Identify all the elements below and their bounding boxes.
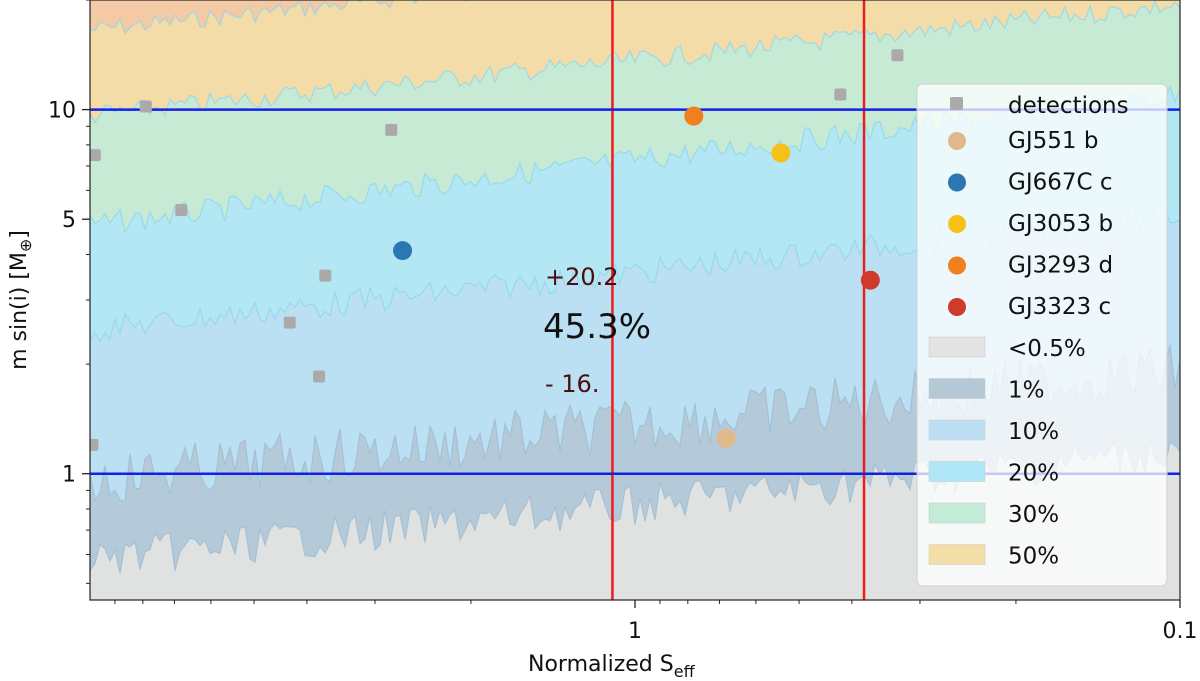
x-tick-label: 0.1	[1163, 619, 1198, 644]
axis-ticks: 1 5 10 1 0.1	[48, 0, 1198, 644]
data-points	[90, 49, 904, 451]
detection-point-5	[313, 370, 326, 383]
legend-contour-label-2: 10%	[1008, 419, 1059, 445]
legend-detections-marker	[950, 97, 963, 110]
detection-point-0	[90, 149, 101, 162]
contour-band-30-edge	[90, 0, 1180, 124]
legend-label-gj3293-d: GJ3293 d	[1008, 253, 1113, 279]
legend-contours: <0.5% 1% 10% 20% 30% 50%	[928, 336, 1086, 570]
legend-marker-gj667c-c	[948, 173, 966, 192]
annotation-value: 45.3%	[543, 307, 651, 347]
detection-point-1	[139, 100, 152, 113]
detection-point-7	[385, 123, 398, 136]
contour-band-low	[90, 439, 1180, 600]
detection-point-8	[834, 88, 847, 101]
x-axis-label: Normalized Seff	[528, 652, 696, 681]
detection-point-3	[90, 438, 99, 451]
y-tick-label: 10	[48, 99, 76, 124]
legend-contour-label-4: 30%	[1008, 502, 1059, 528]
contour-band-50-edge	[90, 0, 470, 35]
legend-planets: GJ551 b GJ667C c GJ3053 b GJ3293 d GJ3323 c	[948, 128, 1113, 320]
contour-background	[90, 0, 1180, 600]
planet-point-gj667c-c	[393, 241, 413, 261]
planet-point-gj3053-b	[771, 143, 791, 163]
detection-point-2	[175, 204, 188, 217]
y-tick-label: 5	[62, 208, 76, 233]
legend: detections GJ551 b GJ667C c GJ3053 b GJ3293…	[916, 83, 1168, 587]
legend-contour-label-0: <0.5%	[1008, 336, 1086, 362]
legend-contour-label-5: 50%	[1008, 544, 1059, 570]
detection-point-9	[891, 49, 904, 62]
legend-swatch-4	[928, 502, 986, 524]
planet-point-gj3323-c	[860, 270, 880, 290]
legend-marker-gj551-b	[948, 132, 966, 150]
legend-marker-gj3323-c	[948, 298, 966, 316]
legend-label-gj551-b: GJ551 b	[1008, 128, 1098, 154]
x-tick-label: 1	[628, 619, 642, 644]
annotation-lower: - 16.	[545, 370, 599, 398]
legend-swatch-5	[928, 544, 986, 565]
legend-contour-label-1: 1%	[1008, 378, 1045, 404]
y-axis-label: m sin(i) [M⊕]	[7, 230, 35, 370]
legend-label-gj667c-c: GJ667C c	[1008, 170, 1113, 196]
legend-swatch-2	[928, 419, 986, 441]
legend-detections-label: detections	[1008, 93, 1129, 119]
detection-point-6	[319, 269, 332, 282]
legend-marker-gj3293-d	[948, 256, 966, 275]
legend-swatch-3	[928, 461, 986, 482]
legend-label-gj3323-c: GJ3323 c	[1008, 294, 1111, 320]
legend-swatch-1	[928, 378, 986, 399]
planet-point-gj551-b	[716, 428, 736, 448]
legend-box	[916, 83, 1168, 587]
legend-label-gj3053-b: GJ3053 b	[1008, 211, 1113, 237]
legend-contour-label-3: 20%	[1008, 461, 1059, 487]
y-tick-label: 1	[62, 463, 76, 488]
legend-swatch-0	[928, 336, 986, 358]
legend-marker-gj3053-b	[948, 215, 966, 233]
annotation-upper: +20.2	[545, 263, 619, 291]
planet-point-gj3293-d	[684, 106, 704, 126]
detection-point-4	[283, 316, 296, 329]
